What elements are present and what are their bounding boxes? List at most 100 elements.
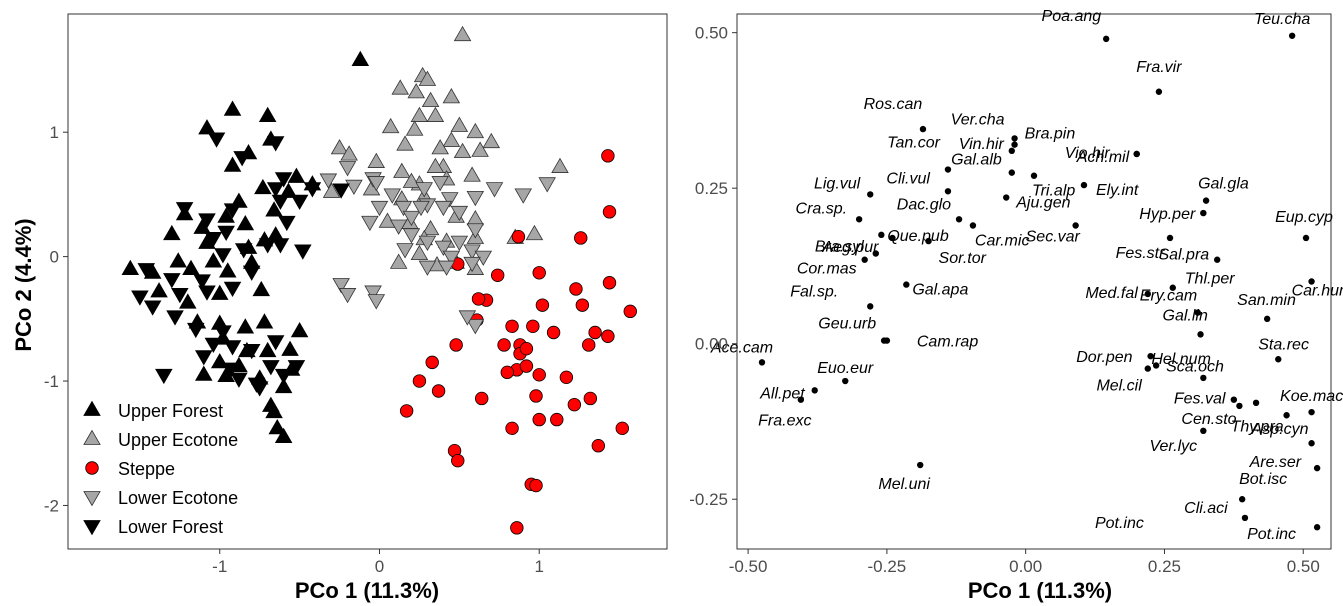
- lower-forest-point: [163, 273, 181, 289]
- lower-ecotone-point: [361, 215, 379, 232]
- steppe-point: [505, 421, 519, 436]
- steppe-point: [451, 453, 465, 468]
- steppe-point: [529, 389, 543, 403]
- upper-forest-point: [255, 313, 274, 329]
- species-point-koe-mac: [1252, 399, 1260, 407]
- lower-forest-point: [258, 238, 277, 254]
- species-label-ver-lyc: Ver.lyc: [1149, 438, 1197, 455]
- upper-ecotone-point: [381, 117, 400, 134]
- lower-forest-point: [233, 151, 251, 167]
- lower-forest-point: [187, 322, 205, 339]
- upper-ecotone-point: [463, 166, 481, 182]
- species-point-san-min: [1263, 315, 1271, 323]
- species-point-bra-syl: [872, 250, 879, 257]
- right-axes: -0.50 -0.25 0.00 0.25 0.50 -0.25 0.00 0.25 0.50: [689, 24, 1320, 576]
- upper-forest-point: [268, 419, 287, 435]
- lower-ecotone-point: [466, 190, 485, 207]
- upper-ecotone-point: [551, 157, 569, 173]
- right-x-tick-label: 0.25: [1148, 557, 1181, 576]
- steppe-point: [601, 329, 615, 343]
- species-label-que-pub: Que.pub: [887, 228, 948, 245]
- upper-forest-point: [287, 167, 306, 183]
- lower-forest-point: [271, 194, 290, 210]
- species-point-cen-sto: [1236, 402, 1243, 410]
- upper-forest-point: [236, 214, 255, 231]
- steppe-point: [559, 370, 574, 385]
- steppe-point: [623, 304, 637, 319]
- steppe-point: [500, 365, 514, 380]
- lower-ecotone-point: [364, 285, 382, 301]
- species-label-sca-och: Sca.och: [1166, 358, 1224, 375]
- legend-label-upper-ecotone: Upper Ecotone: [118, 430, 238, 450]
- lower-forest-point: [262, 360, 280, 376]
- right-species-panel: Teu.cha Poa.ang Fra.vir Ros.can Ver.cha Bra.p…: [689, 8, 1343, 603]
- species-label-sor-tor: Sor.tor: [939, 250, 987, 267]
- species-label-all-pet: All.pet: [759, 385, 805, 402]
- species-point-ace-cam: [758, 359, 766, 366]
- species-point-asp-cyn: [1308, 408, 1315, 416]
- species-label-fra-vir: Fra.vir: [1136, 59, 1182, 76]
- species-label-bra-syl: Bra.syl: [815, 239, 864, 256]
- right-plot-frame: [736, 13, 1332, 550]
- steppe-point: [588, 325, 602, 340]
- species-label-hyp-per: Hyp.per: [1139, 206, 1196, 223]
- upper-forest-point: [223, 100, 242, 116]
- species-point-aeg-pur: [889, 234, 896, 242]
- species-label-pot-inc-2: Pot.inc: [1247, 526, 1296, 543]
- species-label-ely-int: Ely.int: [1096, 182, 1139, 199]
- upper-ecotone-point: [525, 224, 544, 241]
- steppe-point: [532, 412, 546, 427]
- species-label-gal-lin: Gal.lin: [1163, 307, 1208, 324]
- lower-ecotone-point: [367, 294, 386, 310]
- left-y-tick-label: 0: [50, 248, 59, 267]
- lower-forest-point: [222, 362, 240, 378]
- legend-label-upper-forest: Upper Forest: [118, 401, 223, 421]
- species-point-euo-eur: [842, 377, 849, 385]
- lower-ecotone-point: [383, 188, 402, 204]
- species-point-teu-cha: [1288, 32, 1296, 39]
- species-label-bot-isc: Bot.isc: [1239, 471, 1287, 488]
- upper-ecotone-point: [426, 106, 445, 122]
- upper-ecotone-point: [426, 157, 445, 173]
- species-label-cam-rap: Cam.rap: [917, 334, 978, 351]
- lower-forest-point: [271, 238, 290, 254]
- species-point-fes-str: [1166, 234, 1174, 242]
- lower-forest-point: [198, 285, 216, 301]
- lower-forest-point: [204, 232, 223, 248]
- upper-forest-point: [351, 50, 370, 66]
- steppe-point: [505, 319, 519, 333]
- upper-ecotone-point: [407, 83, 425, 99]
- upper-forest-point: [217, 207, 235, 223]
- species-point-fra-vir: [1155, 88, 1163, 95]
- right-x-tick-label: 0.50: [1287, 557, 1320, 576]
- left-x-axis-title: PCo 1 (11.3%): [295, 578, 439, 603]
- species-point-gal-alb: [1008, 169, 1015, 176]
- upper-forest-point: [252, 280, 271, 297]
- species-point-ery-cam: [1194, 309, 1201, 316]
- species-label-car-mic: Car.mic: [975, 233, 1030, 250]
- species-point-fra-exc: [797, 396, 805, 403]
- lower-forest-point: [294, 244, 312, 260]
- species-label-med-fal: Med.fal: [1085, 285, 1138, 302]
- species-point-aju-gen: [1003, 194, 1010, 201]
- upper-ecotone-point: [393, 162, 411, 178]
- species-label-tan-cor: Tan.cor: [887, 135, 940, 152]
- upper-ecotone-point: [442, 88, 461, 104]
- upper-ecotone-point: [389, 253, 408, 269]
- species-point-tri-alp: [1030, 172, 1038, 179]
- species-label-sec-var: Sec.var: [1026, 229, 1081, 246]
- species-label-dor-pen: Dor.pen: [1076, 349, 1132, 366]
- lower-forest-point: [266, 182, 285, 198]
- steppe-point: [532, 368, 546, 382]
- steppe-point: [490, 268, 505, 282]
- upper-ecotone-point: [396, 135, 414, 151]
- left-pcoa-panel: Upper Forest Upper Ecotone Steppe Lower Eco…: [11, 13, 668, 603]
- lower-forest-point: [242, 344, 261, 360]
- lower-forest-point: [166, 310, 184, 326]
- upper-ecotone-point: [466, 122, 485, 139]
- upper-forest-point: [223, 156, 242, 172]
- upper-forest-point: [204, 252, 223, 268]
- steppe-point: [615, 421, 629, 436]
- species-point-poa-ang: [1102, 35, 1110, 43]
- legend-key-lower-ecotone: [83, 491, 101, 507]
